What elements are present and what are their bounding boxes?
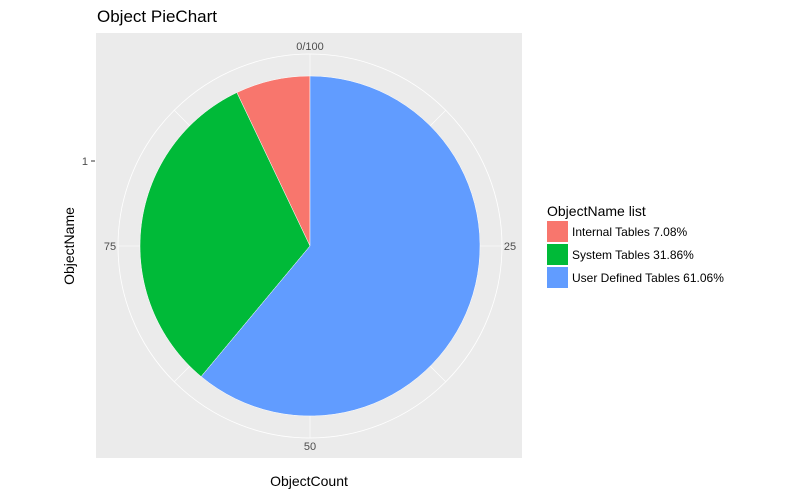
- legend: ObjectName list Internal Tables 7.08% Sys…: [547, 203, 724, 288]
- x-axis-title: ObjectCount: [270, 473, 348, 489]
- y-axis-tick-label: 1: [82, 156, 88, 168]
- legend-key: [547, 244, 568, 265]
- legend-label: System Tables 31.86%: [572, 248, 694, 262]
- legend-label: Internal Tables 7.08%: [572, 225, 688, 239]
- legend-key: [547, 267, 568, 288]
- pie-slice: [200, 75, 481, 417]
- angle-tick-label: 0/100: [296, 41, 324, 53]
- legend-title: ObjectName list: [547, 203, 646, 219]
- angle-tick-label: 75: [104, 241, 116, 253]
- legend-label: User Defined Tables 61.06%: [572, 271, 724, 285]
- angle-tick-label: 25: [504, 241, 516, 253]
- angle-tick-labels: 0/100 25 50 75: [104, 41, 516, 453]
- y-axis-title: ObjectName: [61, 207, 77, 285]
- legend-key: [547, 221, 568, 242]
- chart-title: Object PieChart: [97, 7, 217, 26]
- pie-slice: [139, 92, 311, 377]
- angle-tick-label: 50: [304, 441, 316, 453]
- pie-slices: [139, 75, 481, 417]
